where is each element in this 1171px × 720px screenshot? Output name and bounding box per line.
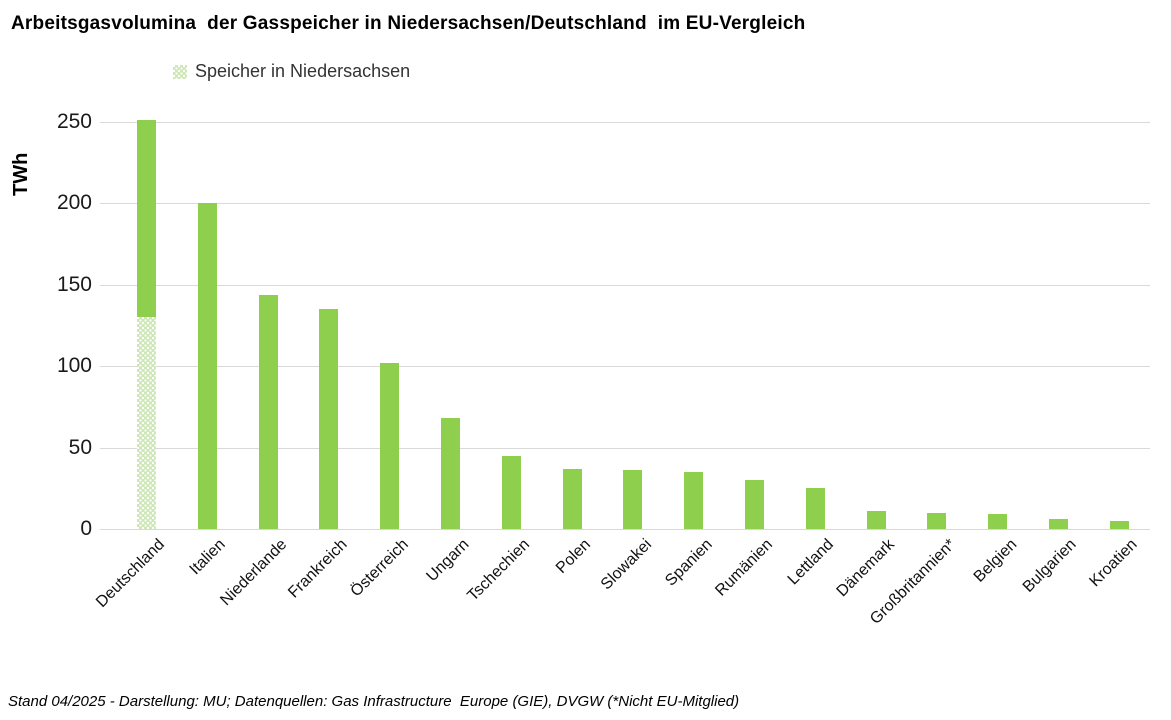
x-label-deutschland: Deutschland: [93, 536, 169, 611]
bar-frankreich: [319, 309, 338, 529]
x-label-slowakei: Slowakei: [597, 536, 656, 594]
x-label-tschechien: Tschechien: [464, 536, 534, 605]
bar-italien: [198, 203, 217, 529]
x-label--sterreich: Österreich: [347, 536, 413, 601]
x-label-polen: Polen: [553, 536, 595, 577]
bar-niederlande: [259, 295, 278, 529]
bar-rum-nien: [745, 480, 764, 529]
y-tick-label-150: 150: [56, 273, 92, 296]
x-label-frankreich: Frankreich: [285, 536, 352, 602]
bar-ungarn: [441, 418, 460, 529]
gridline-200: [100, 203, 1150, 204]
x-label-spanien: Spanien: [662, 536, 717, 590]
gridline-50: [100, 448, 1150, 449]
bar-deutschland: [137, 120, 156, 529]
bar-tschechien: [502, 456, 521, 529]
bar-spanien: [684, 472, 703, 529]
bar-polen: [563, 469, 582, 529]
y-tick-label-200: 200: [56, 191, 92, 214]
gridline-150: [100, 285, 1150, 286]
bar-bulgarien: [1049, 519, 1068, 529]
plot-area: Deutschland Italien Niederlande Frankreich Ö…: [93, 120, 1150, 628]
bar-gro-britannien-: [927, 513, 946, 529]
y-tick-label-100: 100: [56, 354, 92, 377]
y-tick-label-250: 250: [56, 110, 92, 133]
bar-belgien: [988, 514, 1007, 529]
y-tick-label-0: 0: [80, 517, 92, 540]
bar--sterreich: [380, 363, 399, 529]
bar-lettland: [806, 488, 825, 529]
x-label-bulgarien: Bulgarien: [1020, 536, 1081, 596]
bar-slowakei: [623, 470, 642, 529]
gridline-100: [100, 366, 1150, 367]
x-label-d-nemark: Dänemark: [833, 536, 899, 601]
x-label-rum-nien: Rumänien: [712, 536, 777, 600]
legend-label: Speicher in Niedersachsen: [195, 61, 411, 81]
source-footnote: Stand 04/2025 - Darstellung: MU; Datenqu…: [8, 693, 740, 710]
y-tick-label-50: 50: [68, 436, 92, 459]
x-label-lettland: Lettland: [784, 536, 838, 589]
x-label-italien: Italien: [186, 536, 230, 579]
gridline-0: [100, 529, 1150, 530]
chart-title: Arbeitsgasvolumina der Gasspeicher in Ni…: [11, 13, 806, 34]
x-label-kroatien: Kroatien: [1086, 536, 1142, 591]
legend-hatch-swatch-icon: [173, 64, 187, 79]
bar-kroatien: [1110, 521, 1129, 529]
gridline-250: [100, 122, 1150, 123]
y-axis-title: TWh: [10, 152, 32, 196]
bar-d-nemark: [867, 511, 886, 529]
bar-segment-niedersachsen: [137, 317, 156, 529]
x-label-belgien: Belgien: [970, 536, 1021, 586]
legend: Speicher in Niedersachsen: [173, 61, 410, 82]
x-label-ungarn: Ungarn: [422, 536, 473, 586]
